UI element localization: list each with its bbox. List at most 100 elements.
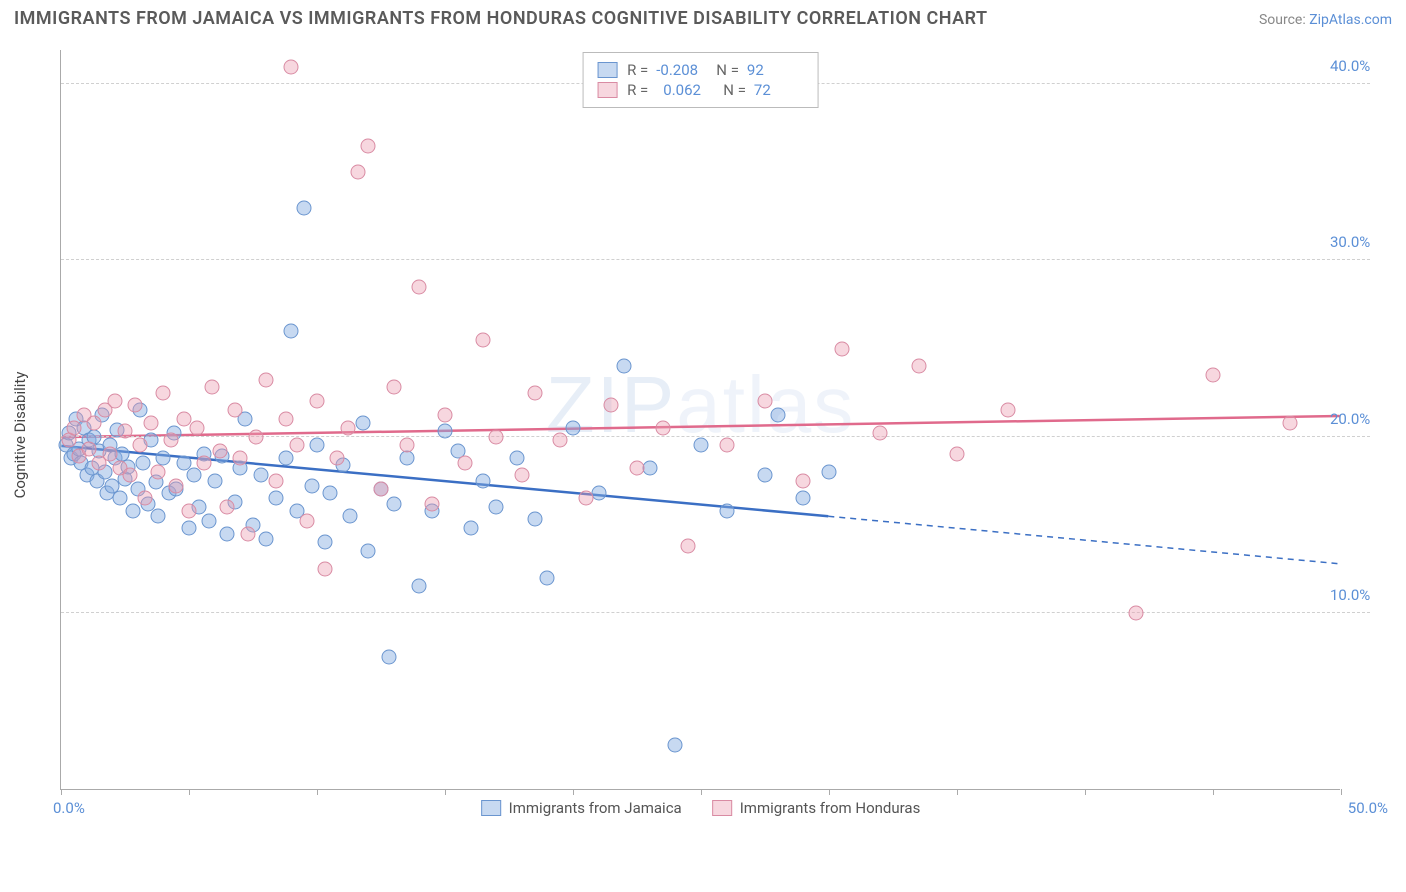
data-point (476, 473, 491, 488)
data-point (187, 468, 202, 483)
x-tick (445, 789, 446, 795)
data-point (284, 323, 299, 338)
data-point (1001, 403, 1016, 418)
data-point (128, 397, 143, 412)
swatch-honduras (597, 82, 617, 98)
data-point (164, 433, 179, 448)
data-point (143, 415, 158, 430)
data-point (681, 538, 696, 553)
data-point (317, 561, 332, 576)
data-point (770, 408, 785, 423)
data-point (156, 385, 171, 400)
data-point (258, 373, 273, 388)
data-point (182, 521, 197, 536)
data-point (310, 394, 325, 409)
data-point (269, 473, 284, 488)
data-point (202, 514, 217, 529)
data-point (1129, 605, 1144, 620)
data-point (719, 503, 734, 518)
x-tick (189, 789, 190, 795)
data-point (668, 737, 683, 752)
data-point (220, 500, 235, 515)
x-tick (1085, 789, 1086, 795)
data-point (322, 486, 337, 501)
data-point (205, 380, 220, 395)
data-point (151, 464, 166, 479)
x-axis-max-label: 50.0% (1348, 799, 1388, 817)
data-point (438, 424, 453, 439)
source-attribution: Source: ZipAtlas.com (1259, 12, 1392, 28)
data-point (82, 441, 97, 456)
data-point (248, 429, 263, 444)
data-point (182, 503, 197, 518)
data-point (399, 438, 414, 453)
chart-container: Cognitive Disability ZIPatlas R = -0.208… (50, 50, 1370, 820)
chart-title: IMMIGRANTS FROM JAMAICA VS IMMIGRANTS FR… (14, 8, 988, 29)
series-legend: Immigrants from Jamaica Immigrants from … (481, 799, 921, 817)
data-point (297, 200, 312, 215)
y-axis-title: Cognitive Disability (11, 372, 29, 499)
data-point (489, 429, 504, 444)
data-point (425, 496, 440, 511)
data-point (279, 412, 294, 427)
data-point (719, 438, 734, 453)
data-point (374, 482, 389, 497)
data-point (617, 359, 632, 374)
data-point (758, 394, 773, 409)
data-point (107, 394, 122, 409)
data-point (489, 500, 504, 515)
data-point (950, 447, 965, 462)
data-point (458, 456, 473, 471)
legend-row-series2: R = 0.062 N = 72 (597, 81, 804, 99)
data-point (463, 521, 478, 536)
data-point (540, 570, 555, 585)
data-point (284, 59, 299, 74)
data-point (118, 424, 133, 439)
plot-area: ZIPatlas R = -0.208 N = 92 R = 0.062 N =… (60, 50, 1340, 790)
x-tick (1341, 789, 1342, 795)
data-point (269, 491, 284, 506)
data-point (207, 473, 222, 488)
data-point (233, 450, 248, 465)
data-point (438, 408, 453, 423)
x-axis-min-label: 0.0% (53, 799, 85, 817)
x-tick (957, 789, 958, 795)
swatch-honduras-icon (712, 800, 732, 816)
source-link[interactable]: ZipAtlas.com (1309, 12, 1392, 28)
y-tick-label: 20.0% (1330, 410, 1390, 428)
legend-row-series1: R = -0.208 N = 92 (597, 61, 804, 79)
y-tick-label: 30.0% (1330, 233, 1390, 251)
data-point (304, 478, 319, 493)
data-point (356, 415, 371, 430)
x-tick (1213, 789, 1214, 795)
data-point (138, 491, 153, 506)
data-point (240, 526, 255, 541)
gridline (61, 612, 1370, 613)
data-point (361, 544, 376, 559)
x-tick (829, 789, 830, 795)
data-point (156, 450, 171, 465)
x-tick (61, 789, 62, 795)
data-point (381, 649, 396, 664)
y-tick-label: 40.0% (1330, 57, 1390, 75)
x-tick (701, 789, 702, 795)
data-point (258, 531, 273, 546)
correlation-legend: R = -0.208 N = 92 R = 0.062 N = 72 (582, 52, 819, 108)
data-point (228, 403, 243, 418)
data-point (151, 508, 166, 523)
data-point (642, 461, 657, 476)
data-point (527, 385, 542, 400)
data-point (796, 491, 811, 506)
data-point (578, 491, 593, 506)
swatch-jamaica-icon (481, 800, 501, 816)
data-point (123, 468, 138, 483)
regression-lines (61, 50, 1340, 789)
data-point (189, 420, 204, 435)
data-point (412, 579, 427, 594)
data-point (112, 491, 127, 506)
data-point (299, 514, 314, 529)
chart-header: IMMIGRANTS FROM JAMAICA VS IMMIGRANTS FR… (14, 8, 1392, 29)
data-point (310, 438, 325, 453)
data-point (694, 438, 709, 453)
data-point (343, 508, 358, 523)
